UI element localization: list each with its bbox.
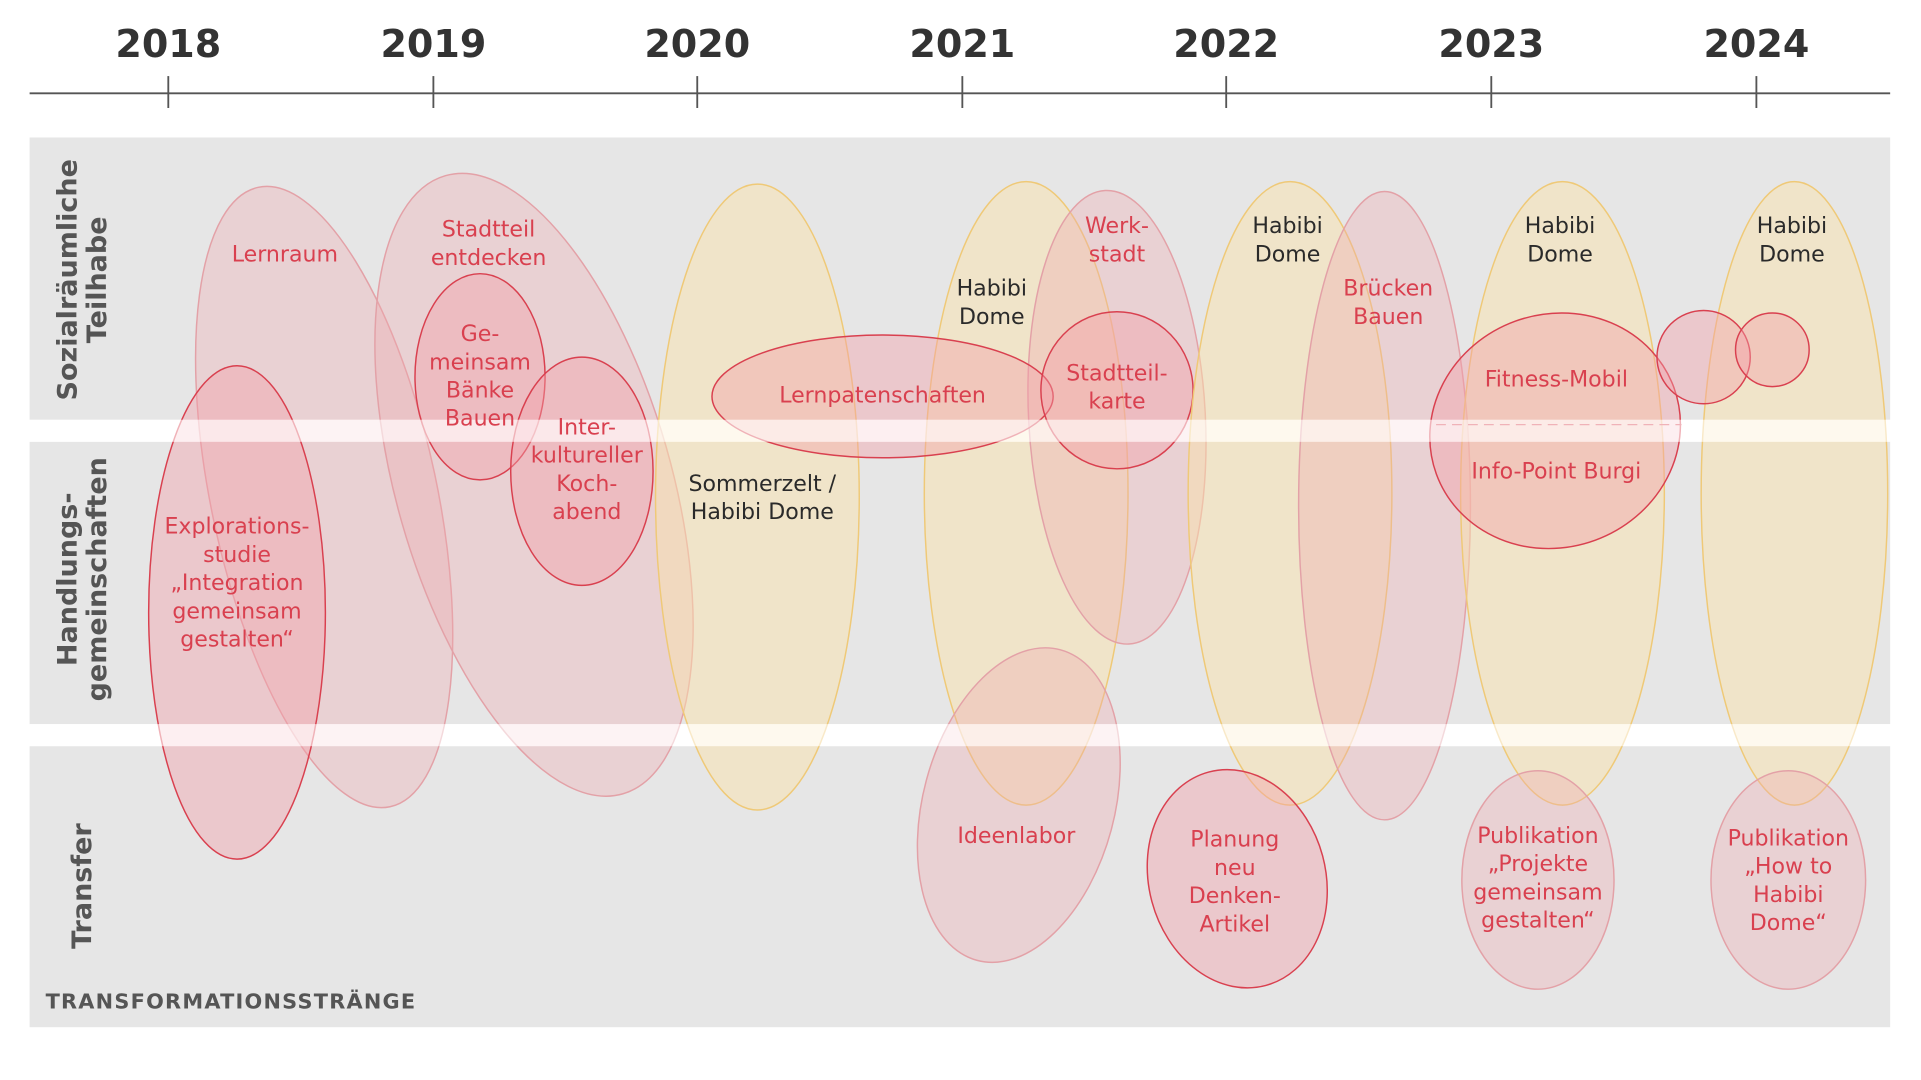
item-label: Stadtteil- xyxy=(1066,360,1167,386)
item-label: Stadtteil xyxy=(442,217,535,243)
item-label: Bauen xyxy=(1353,304,1423,330)
year-label: 2022 xyxy=(1173,22,1279,66)
item-label: Dome“ xyxy=(1750,910,1827,936)
footer-label: TRANSFORMATIONSSTRÄNGE xyxy=(46,989,417,1014)
item-label: Habibi xyxy=(957,276,1027,302)
item-ellipse xyxy=(923,180,1129,806)
item-label: Publikation xyxy=(1728,825,1849,851)
item-ellipse xyxy=(1710,769,1867,990)
item-label: kultureller xyxy=(531,443,644,469)
item-label: Inter- xyxy=(558,414,616,440)
year-label: 2020 xyxy=(644,22,750,66)
year-label: 2018 xyxy=(115,22,221,66)
lane-label: Sozialräumliche xyxy=(52,159,83,400)
item-ellipse xyxy=(194,185,454,809)
lane-gap xyxy=(29,419,1891,442)
item-label: Artikel xyxy=(1199,911,1270,937)
year-label: 2023 xyxy=(1438,22,1544,66)
item-label: Brücken xyxy=(1343,276,1433,302)
item-circle xyxy=(1656,309,1751,405)
item-label: Dome xyxy=(1527,241,1593,267)
item-ellipse xyxy=(509,356,654,587)
item-label: neu xyxy=(1214,855,1256,881)
item-label: Habibi xyxy=(1753,882,1823,908)
item-ellipse xyxy=(1700,180,1889,806)
item-label: „Integration xyxy=(170,570,303,596)
item-label: Publikation xyxy=(1477,823,1598,849)
item-label: abend xyxy=(552,499,621,525)
item-label: Werk- xyxy=(1085,213,1149,239)
item-label: Lernpatenschaften xyxy=(779,382,986,408)
item-label: Sommerzelt / xyxy=(688,471,836,497)
item-label: Dome xyxy=(1255,241,1321,267)
item-ellipse xyxy=(1461,769,1615,990)
year-label: 2024 xyxy=(1703,22,1809,66)
item-label: Habibi xyxy=(1525,213,1595,239)
item-label: Habibi Dome xyxy=(691,499,834,525)
item-label: Habibi xyxy=(1252,213,1322,239)
year-label: 2019 xyxy=(380,22,486,66)
item-label: stadt xyxy=(1089,241,1146,267)
item-ellipse xyxy=(654,183,860,811)
lane-label: gemeinschaften xyxy=(82,457,113,701)
item-label: „How to xyxy=(1744,854,1832,880)
item-label: Ge- xyxy=(461,321,500,347)
item-label: entdecken xyxy=(431,245,547,271)
item-label: Dome xyxy=(959,304,1025,330)
item-label: karte xyxy=(1088,389,1145,415)
shapes xyxy=(29,172,1891,990)
lane-label: Transfer xyxy=(67,823,98,949)
item-label: Bauen xyxy=(445,406,515,432)
item-label: gemeinsam xyxy=(172,598,301,624)
item-label: Lernraum xyxy=(232,241,338,267)
item-label: Dome xyxy=(1759,241,1825,267)
item-circle xyxy=(1734,312,1810,388)
item-label: Planung xyxy=(1190,827,1279,853)
year-label: 2021 xyxy=(909,22,1015,66)
item-label: Info-Point Burgi xyxy=(1471,459,1641,485)
item-label: gemeinsam xyxy=(1473,879,1602,905)
item-label: Habibi xyxy=(1757,213,1827,239)
item-label: Koch- xyxy=(556,471,617,497)
lane-label: Handlungs- xyxy=(52,492,83,666)
item-label: Bänke xyxy=(446,378,514,404)
lane-gap xyxy=(29,724,1891,747)
item-ellipse xyxy=(1459,180,1666,806)
item-label: Denken- xyxy=(1189,883,1281,909)
item-label: Fitness-Mobil xyxy=(1485,366,1628,392)
item-label: Ideenlabor xyxy=(957,823,1076,849)
item-label: „Projekte xyxy=(1488,851,1588,877)
item-label: studie xyxy=(203,542,271,568)
item-label: Explorations- xyxy=(164,514,309,540)
item-label: gestalten“ xyxy=(180,627,293,653)
item-ellipse xyxy=(1187,180,1393,806)
item-label: meinsam xyxy=(429,349,531,375)
item-ellipse xyxy=(1146,768,1328,989)
lane-label: Teilhabe xyxy=(82,216,113,343)
item-label: gestalten“ xyxy=(1481,908,1594,934)
